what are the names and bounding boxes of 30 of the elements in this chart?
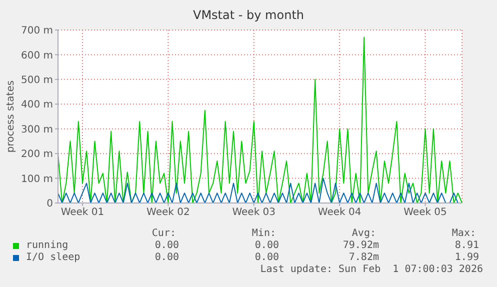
text: 0.00	[254, 240, 279, 251]
y-tick-label: 200 m	[20, 149, 53, 160]
y-tick-label: 300 m	[20, 124, 53, 136]
text: 7.82m	[348, 252, 379, 263]
x-tick-label: Week 01	[60, 207, 104, 218]
text: Last update: Sun Feb 1 07:00:03 2026	[260, 264, 483, 275]
legend-label: running	[26, 240, 68, 251]
x-tick-label: Week 04	[318, 207, 362, 218]
legend-label: I/O sleep	[26, 252, 80, 263]
text: 8.91	[454, 240, 479, 251]
text: Cur:	[152, 228, 176, 239]
y-axis-title: process states	[6, 80, 17, 153]
y-tick-label: 700 m	[20, 26, 53, 37]
text: Min:	[252, 228, 276, 239]
text: Avg:	[352, 228, 376, 239]
y-tick-label: 600 m	[20, 50, 53, 62]
y-tick-label: 100 m	[20, 174, 53, 185]
x-tick-label: Week 02	[146, 207, 190, 218]
text: Max:	[452, 228, 476, 239]
text: 0.00	[154, 240, 179, 251]
text: 1.99	[454, 252, 479, 263]
y-tick-label: 500 m	[20, 74, 53, 86]
text: 79.92m	[342, 240, 379, 251]
text: 0.00	[254, 252, 279, 263]
x-tick-label: Week 03	[232, 207, 276, 218]
x-tick-label: Week 05	[404, 207, 447, 218]
chart-title: VMstat - by month	[192, 8, 306, 22]
y-tick-label: 0	[46, 198, 53, 210]
y-tick-label: 400 m	[20, 100, 53, 111]
text: 0.00	[154, 252, 179, 263]
